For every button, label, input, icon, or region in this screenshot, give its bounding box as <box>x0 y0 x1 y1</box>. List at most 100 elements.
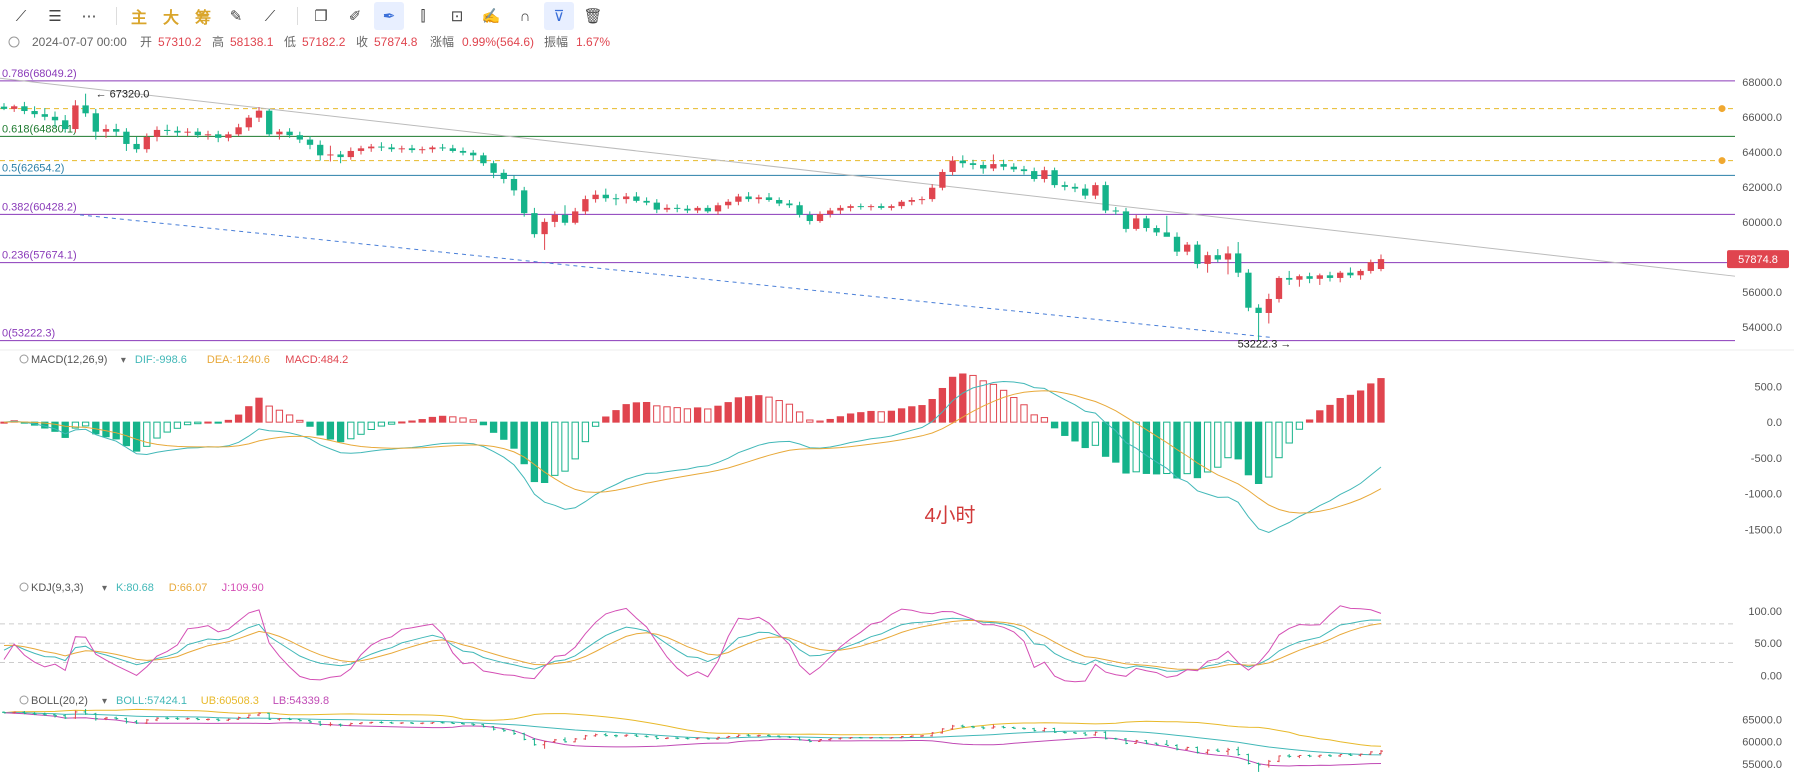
macd-bar <box>347 421 355 440</box>
candle-body <box>72 105 79 130</box>
candlestick-chart: 2024-07-07 00:00 开 57310.2 高 58138.1 低 57182.2… <box>0 34 1794 772</box>
macd-bar <box>214 421 222 424</box>
macd-bar <box>459 417 467 423</box>
candle-body <box>11 106 18 109</box>
macd-bar <box>602 416 610 423</box>
candle-body <box>1255 307 1262 313</box>
macd-bar <box>183 421 192 426</box>
macd-bar <box>540 421 549 484</box>
candle-body <box>388 147 395 150</box>
candle-body <box>1061 185 1068 187</box>
candle-body <box>918 199 926 201</box>
macd-bar <box>663 406 671 423</box>
macd-bar <box>693 407 702 423</box>
candle-body <box>266 110 273 135</box>
macd-bar <box>785 403 794 423</box>
candle-body <box>439 147 446 149</box>
candle-body <box>949 160 956 172</box>
draw-edit-icon[interactable]: ✎ <box>229 8 243 25</box>
ruler-icon[interactable]: ✐ <box>348 8 362 25</box>
candle-body <box>582 199 589 212</box>
candle-body <box>612 198 620 200</box>
macd-bar <box>928 398 936 423</box>
macd-bar <box>1142 421 1151 474</box>
macd-bar <box>581 421 590 443</box>
toolbar-text-button[interactable]: 主 <box>130 10 147 27</box>
price-tick-label: 62000.0 <box>1742 182 1782 194</box>
fib-level-label: 0.236(57674.1) <box>2 250 77 262</box>
candle-body <box>980 164 987 169</box>
macd-bar <box>1254 421 1263 485</box>
candle-body <box>674 207 681 209</box>
candle-body <box>1010 166 1017 170</box>
indicator-bell-icon <box>19 354 29 364</box>
candle-body <box>215 134 222 138</box>
indicator-value-j: J:109.90 <box>222 582 264 594</box>
trash-icon[interactable]: 🗑 <box>583 8 603 25</box>
candle-body <box>1357 270 1364 276</box>
more-icon[interactable]: ⋯ <box>81 8 97 25</box>
macd-bar <box>1010 397 1018 423</box>
macd-bar <box>1050 421 1059 429</box>
candle-body <box>194 131 201 136</box>
macd-bar <box>285 414 294 423</box>
candle-body <box>204 134 212 136</box>
candle-body <box>347 150 354 158</box>
line-tool-icon[interactable]: ⟋ <box>15 7 27 25</box>
candle-body <box>429 147 436 150</box>
horizontal-lines-icon[interactable]: ☰ <box>48 8 62 25</box>
macd-bar <box>1101 421 1110 457</box>
macd-bar <box>1346 394 1355 423</box>
kdj-tick-label: 0.00 <box>1761 670 1782 682</box>
toolbar-text-button[interactable]: 大 <box>162 10 179 27</box>
macd-bar <box>1377 378 1385 423</box>
candle-body <box>357 148 365 151</box>
indicator-bell-icon <box>19 695 29 705</box>
candle-body <box>755 197 762 200</box>
macd-bar <box>1326 404 1334 423</box>
pen-tool-icon[interactable]: ✒ <box>374 2 404 30</box>
macd-bar <box>510 421 518 449</box>
toolbar-text-button[interactable]: 筹 <box>194 10 211 27</box>
macd-bar <box>959 373 967 423</box>
filter-icon[interactable]: ⊽ <box>544 2 574 30</box>
macd-bar <box>1224 421 1232 459</box>
brush-tool-icon[interactable]: ⟋ <box>264 7 276 25</box>
candle-body <box>327 154 334 156</box>
indicator-value-d: D:66.07 <box>169 582 208 594</box>
candle-body <box>1163 232 1170 237</box>
candle-body <box>663 207 671 210</box>
macd-bar <box>1071 421 1079 442</box>
candle-body <box>776 199 783 204</box>
trend-line <box>0 77 1736 277</box>
macd-bar <box>867 410 875 423</box>
macd-tick-label: -500.0 <box>1751 453 1782 465</box>
indicator-value-dif: DIF:-998.6 <box>135 354 187 366</box>
candle-body <box>398 148 405 150</box>
candle-body <box>969 163 977 165</box>
candle-body <box>623 196 630 200</box>
candle-body <box>0 106 8 109</box>
candle-body <box>1204 255 1211 264</box>
drawing-toolbar: ⟋ ☰ ⋯ 主大筹 ✎ ⟋ ❐ ✐ ✒ ⫿ ⊡ ✍ ∩ ⊽ 🗑 <box>0 0 1794 32</box>
macd-bar <box>102 421 110 438</box>
macd-bar <box>1112 421 1120 463</box>
candle-body <box>990 164 997 169</box>
candle-body <box>1245 272 1252 308</box>
candle-body <box>317 144 324 156</box>
candlestick-icon[interactable]: ⫿ <box>420 7 426 25</box>
macd-bar <box>408 420 416 423</box>
note-icon[interactable]: ✍ <box>481 8 501 25</box>
macd-bar <box>1091 421 1100 446</box>
macd-bar <box>826 418 834 423</box>
macd-bar <box>367 421 375 430</box>
lock-icon[interactable]: ⊡ <box>450 8 464 25</box>
magnet-icon[interactable]: ∩ <box>519 7 531 25</box>
candle-body <box>306 139 314 145</box>
candle-body <box>500 172 507 179</box>
candle-body <box>174 130 181 133</box>
copy-icon[interactable]: ❐ <box>314 8 328 25</box>
macd-bar <box>418 419 426 423</box>
candle-body <box>531 213 538 235</box>
candle-body <box>92 113 99 132</box>
